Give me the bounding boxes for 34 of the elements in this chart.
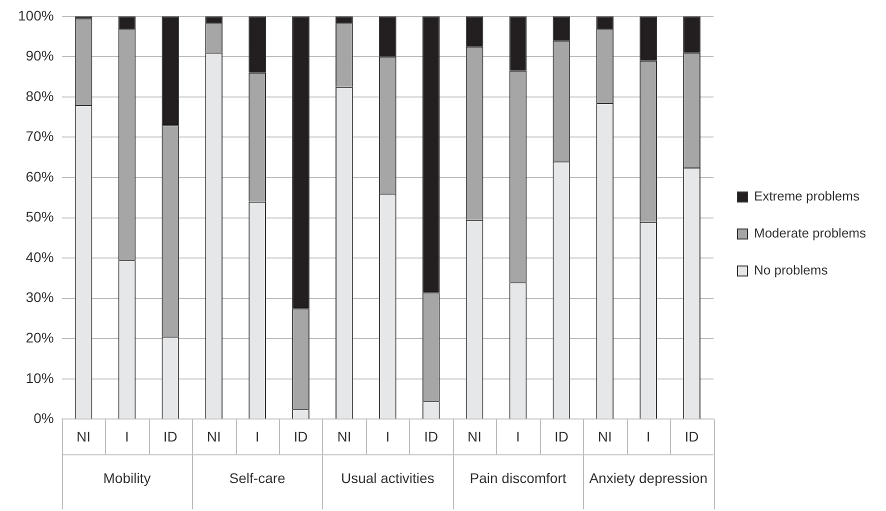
text: Usual activities <box>340 470 434 486</box>
x-tick-label: NI <box>337 428 352 444</box>
y-tick-label: 60% <box>26 168 54 184</box>
y-tick-label: 100% <box>18 7 54 24</box>
x-tick-label: I <box>125 428 129 444</box>
x-tick-label: NI <box>598 428 612 444</box>
y-tick-label: 30% <box>26 289 54 306</box>
y-tick-label: 10% <box>26 370 54 386</box>
text: Self-care <box>229 470 286 486</box>
y-tick-label: 40% <box>26 248 54 265</box>
legend-label: Extreme problems <box>754 188 860 204</box>
x-tick-label: ID <box>554 428 568 444</box>
x-tick-label: ID <box>684 428 699 444</box>
x-tick-label: I <box>386 428 390 444</box>
text: Anxiety depression <box>589 470 708 486</box>
y-tick-label: 70% <box>26 128 54 144</box>
x-tick-label: ID <box>424 428 438 444</box>
text: Pain discomfort <box>470 470 566 486</box>
text: Mobility <box>103 470 151 486</box>
y-tick-label: 80% <box>26 88 54 104</box>
x-tick-label: NI <box>468 428 482 444</box>
y-tick-label: 20% <box>26 330 54 346</box>
x-tick-label: ID <box>294 428 308 444</box>
x-tick-label: I <box>255 428 260 444</box>
legend-label: No problems <box>754 262 828 278</box>
x-tick-label: ID <box>163 428 178 444</box>
x-tick-label: NI <box>76 428 91 444</box>
x-tick-label: I <box>646 428 650 444</box>
legend-label: Moderate problems <box>754 226 866 241</box>
y-tick-label: 90% <box>26 48 54 64</box>
y-tick-label: 50% <box>26 208 54 225</box>
y-tick-label: 0% <box>34 410 54 426</box>
x-tick-label: NI <box>206 428 221 444</box>
x-tick-label: I <box>516 428 520 444</box>
